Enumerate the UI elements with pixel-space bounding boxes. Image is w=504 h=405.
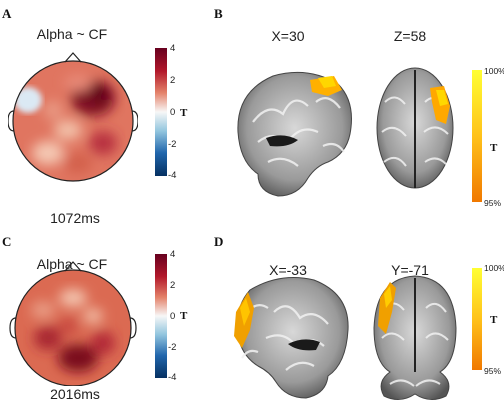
topomap-c	[8, 248, 138, 386]
scale-b-bottom: 95%	[484, 198, 502, 208]
colorbar-c-tick-3: -2	[168, 342, 177, 353]
time-label-a: 1072ms	[50, 210, 100, 226]
brain-sagittal-d	[228, 268, 358, 404]
scale-bar-d	[472, 268, 482, 370]
view-label-b-1: Z=58	[393, 28, 427, 44]
panel-letter-a: A	[2, 6, 12, 21]
scale-bar-b	[472, 70, 482, 202]
colorbar-a-tick-2: 0	[170, 107, 176, 118]
colorbar-a-label: T	[180, 107, 188, 119]
view-label-d-0: X=-33	[269, 262, 307, 278]
topo-title-a: Alpha ~ CF	[36, 26, 108, 42]
scale-d-label: T	[490, 314, 498, 326]
colorbar-a-tick-4: -4	[168, 170, 177, 181]
colorbar-a	[155, 48, 167, 176]
colorbar-a-tick-3: -2	[168, 139, 177, 150]
panel-letter-b: B	[214, 6, 223, 21]
colorbar-c-tick-2: 0	[170, 311, 176, 322]
colorbar-c-tick-1: 2	[170, 280, 176, 291]
colorbar-a-tick-0: 4	[170, 43, 176, 54]
brain-axial-b	[370, 62, 460, 202]
scale-d-top: 100%	[484, 263, 504, 273]
view-label-d-1: Y=-71	[391, 262, 429, 278]
panel-letter-c: C	[2, 234, 12, 249]
colorbar-c-tick-4: -4	[168, 372, 177, 383]
time-label-c: 2016ms	[50, 386, 100, 402]
colorbar-c-tick-0: 4	[170, 249, 176, 260]
brain-coronal-d	[370, 268, 460, 404]
colorbar-c-label: T	[180, 310, 188, 322]
colorbar-c	[155, 254, 167, 378]
view-label-b-0: X=30	[271, 28, 305, 44]
panel-letter-d: D	[214, 234, 224, 249]
scale-b-top: 100%	[484, 66, 504, 76]
colorbar-a-tick-1: 2	[170, 75, 176, 86]
scale-b-label: T	[490, 142, 498, 154]
scale-d-bottom: 95%	[484, 366, 502, 376]
brain-sagittal-b	[228, 62, 358, 202]
topomap-a	[8, 48, 138, 186]
